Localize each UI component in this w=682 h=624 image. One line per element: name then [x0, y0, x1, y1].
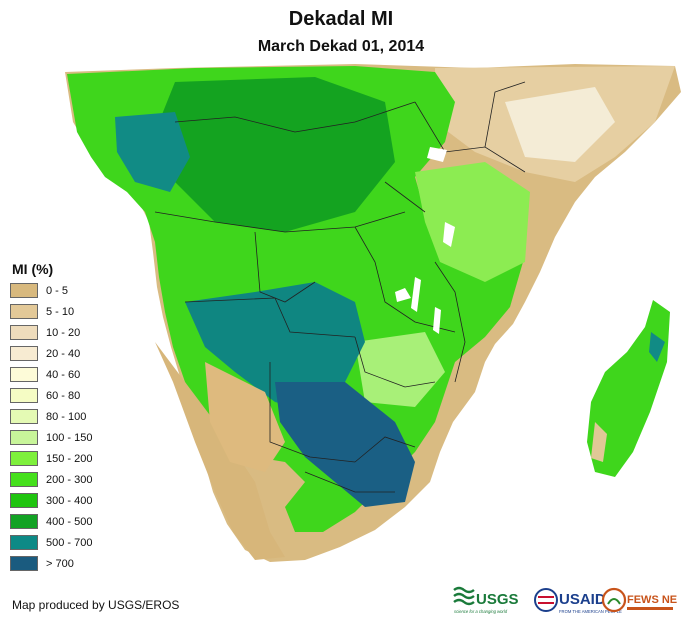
light-green-south: [355, 332, 445, 407]
legend-swatch: [10, 493, 38, 508]
legend-swatch: [10, 451, 38, 466]
legend-swatch: [10, 556, 38, 571]
madagascar-west-dry: [591, 422, 607, 462]
legend-swatch: [10, 304, 38, 319]
legend-item: 150 - 200: [10, 448, 92, 469]
kalahari-dry: [205, 362, 285, 472]
legend-item: 400 - 500: [10, 511, 92, 532]
legend-swatch: [10, 535, 38, 550]
moisture-index-map: [65, 64, 681, 562]
map-credit: Map produced by USGS/EROS: [12, 598, 180, 612]
legend-label: 500 - 700: [46, 536, 93, 549]
legend-label: 200 - 300: [46, 473, 93, 486]
madagascar: [587, 300, 670, 477]
agency-logos: USGS science for a changing world USAID …: [453, 586, 677, 614]
madagascar-teal: [649, 332, 665, 362]
horn-pale: [505, 87, 615, 162]
teal-south: [275, 382, 415, 507]
legend-swatch: [10, 514, 38, 529]
legend-swatch: [10, 367, 38, 382]
legend-label: 40 - 60: [46, 368, 81, 381]
legend-label: 300 - 400: [46, 494, 93, 507]
legend-swatch: [10, 409, 38, 424]
legend-item: 0 - 5: [10, 280, 68, 301]
legend-item: 100 - 150: [10, 427, 92, 448]
legend-label: 5 - 10: [46, 305, 75, 318]
legend-label: 150 - 200: [46, 452, 93, 465]
namib-desert: [155, 342, 285, 560]
lakes: [395, 147, 455, 334]
legend-label: 20 - 40: [46, 347, 81, 360]
fewsnet-logo: FEWS NET: [601, 587, 677, 613]
usaid-logo-text: USAID: [559, 591, 606, 608]
legend-item: 40 - 60: [10, 364, 80, 385]
legend-label: 100 - 150: [46, 431, 93, 444]
legend-label: 400 - 500: [46, 515, 93, 528]
usgs-tagline: science for a changing world: [454, 609, 508, 614]
fewsnet-logo-text: FEWS NET: [627, 594, 677, 606]
legend-swatch: [10, 325, 38, 340]
legend-title: MI (%): [12, 261, 54, 277]
legend-label: 60 - 80: [46, 389, 81, 402]
legend-item: 500 - 700: [10, 532, 92, 553]
legend-swatch: [10, 472, 38, 487]
legend-label: 0 - 5: [46, 284, 69, 297]
legend-item: 20 - 40: [10, 343, 80, 364]
usgs-logo-text: USGS: [476, 591, 519, 608]
legend-item: 10 - 20: [10, 322, 80, 343]
dark-green-congo: [155, 77, 395, 232]
legend-swatch: [10, 388, 38, 403]
map-subtitle: March Dekad 01, 2014: [257, 38, 425, 55]
legend-label: > 700: [46, 557, 74, 570]
legend-item: 5 - 10: [10, 301, 74, 322]
legend-swatch: [10, 430, 38, 445]
teal-central: [185, 282, 365, 412]
usaid-tagline: FROM THE AMERICAN PEOPLE: [559, 609, 622, 614]
legend-item: 200 - 300: [10, 469, 92, 490]
legend-swatch: [10, 346, 38, 361]
legend-item: 300 - 400: [10, 490, 92, 511]
legend-item: 60 - 80: [10, 385, 80, 406]
legend-swatch: [10, 283, 38, 298]
country-borders: [154, 81, 526, 493]
teal-west: [115, 112, 190, 192]
legend-item: > 700: [10, 553, 74, 574]
light-green-east: [415, 162, 530, 282]
usgs-logo: USGS science for a changing world: [453, 586, 519, 614]
legend-label: 80 - 100: [46, 410, 87, 423]
map-title: Dekadal MI: [288, 8, 394, 30]
legend-item: 80 - 100: [10, 406, 86, 427]
legend-label: 10 - 20: [46, 326, 81, 339]
usaid-logo: USAID FROM THE AMERICAN PEOPLE: [534, 588, 622, 614]
